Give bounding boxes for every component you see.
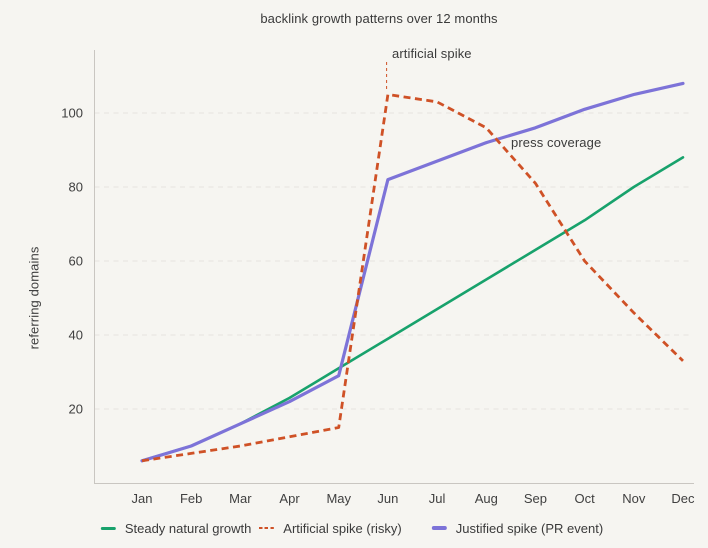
legend-label-steady: Steady natural growth — [124, 520, 252, 536]
x-tick-label-may: May — [326, 491, 351, 506]
x-tick-label-feb: Feb — [180, 491, 202, 506]
x-tick-label-nov: Nov — [622, 491, 646, 506]
x-tick-label-apr: Apr — [279, 491, 300, 506]
annotation-press-coverage: press coverage — [511, 135, 602, 150]
series-line-justified-spike-pr-event — [140, 81, 685, 463]
legend-item-justified: Justified spike (PR event) — [431, 520, 604, 536]
y-tick-label-60: 60 — [69, 254, 83, 269]
legend-item-steady: Steady natural growth — [100, 520, 252, 536]
y-tick-label-80: 80 — [69, 180, 83, 195]
annotation-artificial-spike: artificial spike — [392, 46, 472, 61]
legend-label-artificial: Artificial spike (risky) — [283, 520, 402, 536]
y-tick-label-100: 100 — [61, 106, 83, 121]
x-tick-label-mar: Mar — [229, 491, 252, 506]
chart-title: backlink growth patterns over 12 months — [260, 11, 498, 26]
x-tick-label-dec: Dec — [671, 491, 695, 506]
justified-line-swatch-icon — [431, 526, 447, 530]
legend-item-artificial: Artificial spike (risky) — [259, 520, 402, 536]
y-tick-label-40: 40 — [69, 328, 83, 343]
series-line-steady-natural-growth — [140, 156, 685, 463]
x-tick-label-oct: Oct — [575, 491, 596, 506]
x-tick-label-jan: Jan — [132, 491, 153, 506]
x-tick-label-sep: Sep — [524, 491, 547, 506]
y-tick-label-20: 20 — [69, 402, 83, 417]
x-tick-label-jul: Jul — [429, 491, 446, 506]
steady-line-swatch-icon — [100, 526, 116, 530]
artificial-dashed-swatch-icon — [259, 526, 275, 530]
legend: Steady natural growth Artificial spike (… — [100, 520, 604, 536]
series-line-artificial-spike-risky — [141, 93, 684, 463]
x-tick-label-jun: Jun — [377, 491, 398, 506]
legend-label-justified: Justified spike (PR event) — [455, 520, 604, 536]
x-tick-label-aug: Aug — [475, 491, 498, 506]
